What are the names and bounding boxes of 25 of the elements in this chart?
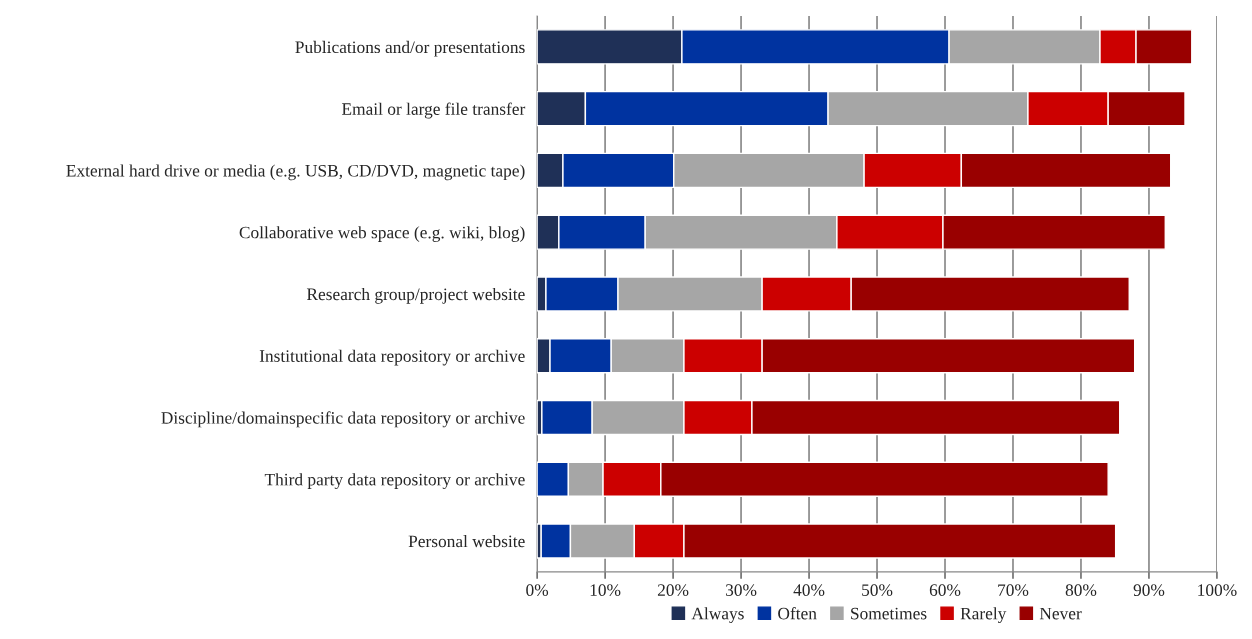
y-tick-label: Third party data repository or archive	[264, 473, 525, 490]
x-tick-label: 80%	[1065, 584, 1097, 596]
y-tick-label: Research group/project website	[306, 287, 525, 304]
y-tick-label: Institutional data repository or archive	[259, 349, 525, 366]
legend-label: Always	[691, 607, 744, 623]
x-tick-label: 90%	[1133, 584, 1165, 596]
y-tick-label: Publications and/or presentations	[295, 40, 525, 57]
legend-label: Rarely	[960, 607, 1007, 623]
x-tick-label: 100%	[1198, 584, 1237, 596]
x-tick-label: 40%	[793, 584, 825, 596]
legend-label: Sometimes	[851, 607, 927, 620]
y-tick-label: Personal website	[408, 535, 525, 548]
x-tick-label: 10%	[590, 584, 621, 596]
x-tick-label: 20%	[657, 584, 689, 596]
x-tick-label: 30%	[725, 584, 757, 596]
x-tick-label: 50%	[862, 584, 893, 596]
y-tick-label: Email or large file transfer	[341, 102, 526, 119]
x-tick-label: 70%	[998, 584, 1029, 596]
y-tick-label: Discipline/domainspecific data repository or archive	[161, 411, 525, 428]
x-tick-label: 60%	[929, 584, 961, 596]
y-tick-label: Collaborative web space (e.g. wiki, blog)	[239, 226, 525, 242]
legend-label: Often	[778, 607, 817, 620]
x-tick-label: 0%	[526, 584, 549, 596]
legend-label: Never	[1039, 607, 1082, 620]
y-tick-label: External hard drive or media (e.g. USB, CD/DVD, magnetic tape)	[66, 164, 525, 181]
